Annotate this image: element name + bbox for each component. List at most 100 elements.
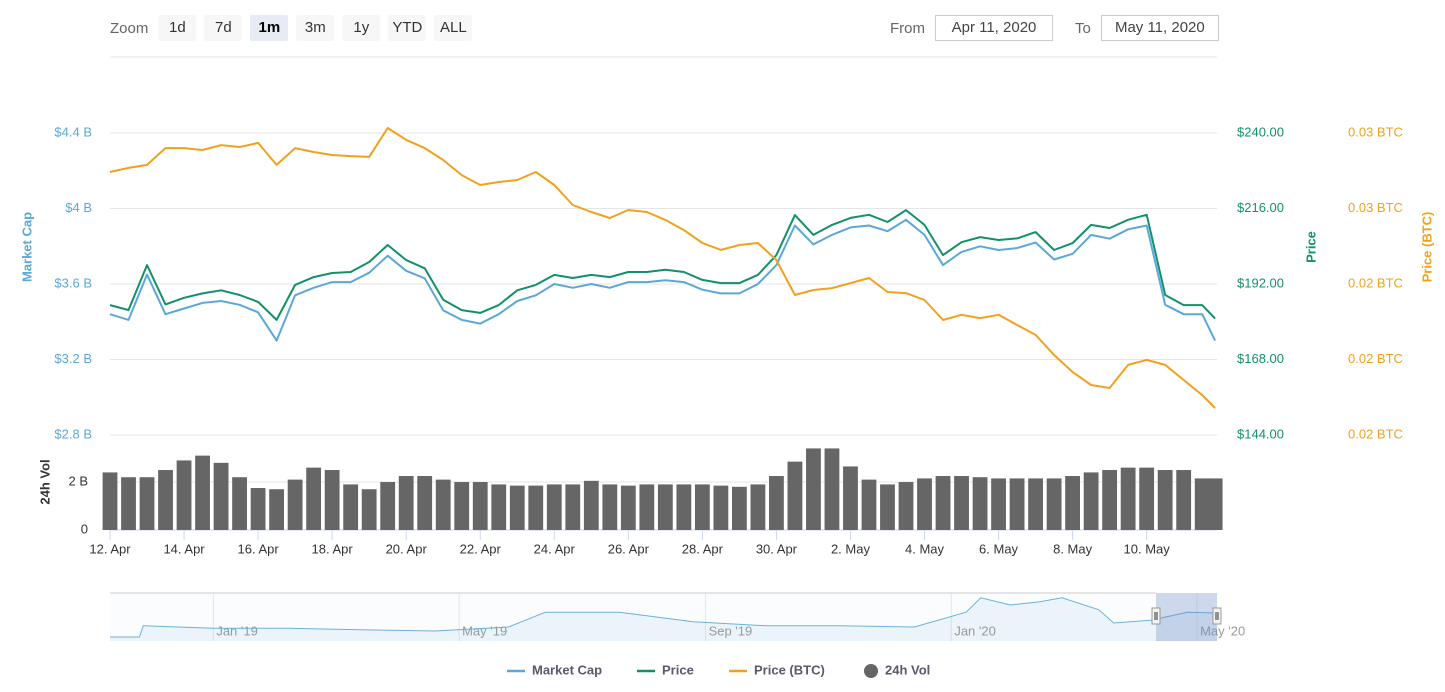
volume-bar bbox=[565, 484, 581, 530]
y-tick-label: $216.00 bbox=[1237, 200, 1284, 215]
volume-bar bbox=[1176, 470, 1192, 530]
volume-bar bbox=[602, 484, 618, 530]
volume-bar bbox=[324, 470, 340, 530]
legend-label: Price bbox=[662, 662, 694, 677]
series-line bbox=[109, 127, 1216, 409]
zoom-button[interactable]: YTD bbox=[388, 15, 427, 41]
volume-bar bbox=[991, 478, 1006, 530]
volume-bar bbox=[287, 479, 303, 530]
axis-title: Market Cap bbox=[19, 212, 34, 282]
y-tick-label: $2.8 B bbox=[54, 426, 92, 441]
volume-bar bbox=[269, 489, 285, 530]
volume-bar bbox=[1120, 467, 1136, 530]
y-tick-label: $240.00 bbox=[1237, 124, 1284, 139]
navigator-tick-label: Sep '19 bbox=[709, 623, 753, 638]
volume-bar bbox=[694, 484, 710, 530]
volume-bar bbox=[806, 448, 821, 530]
volume-bar bbox=[213, 462, 229, 530]
volume-bar bbox=[232, 477, 247, 530]
legend-label: Price (BTC) bbox=[754, 662, 825, 677]
y-tick-label: 2 B bbox=[68, 473, 88, 488]
y-tick-label: 0.03 BTC bbox=[1348, 200, 1403, 215]
axis-title: Price (BTC) bbox=[1419, 212, 1434, 283]
navigator-bg bbox=[110, 593, 1217, 641]
legend-item[interactable]: Market Cap bbox=[507, 662, 602, 677]
zoom-button[interactable]: ALL bbox=[434, 15, 473, 41]
date-range: From Apr 11, 2020 To May 11, 2020 bbox=[890, 14, 1219, 42]
volume-bar bbox=[491, 484, 507, 530]
navigator-handle[interactable] bbox=[1151, 607, 1161, 625]
volume-bar bbox=[972, 477, 988, 530]
volume-bar bbox=[843, 466, 858, 530]
volume-bar bbox=[861, 479, 877, 530]
volume-bar bbox=[620, 485, 636, 530]
y-tick-label: 0.02 BTC bbox=[1348, 275, 1403, 290]
volume-bar bbox=[158, 470, 173, 530]
volume-bar bbox=[639, 484, 655, 530]
x-tick-label: 12. Apr bbox=[89, 541, 131, 556]
volume-bar bbox=[195, 455, 210, 530]
x-tick-label: 28. Apr bbox=[682, 541, 724, 556]
y-tick-label: 0.03 BTC bbox=[1348, 124, 1403, 139]
volume-bar bbox=[787, 461, 803, 530]
navigator-selection[interactable] bbox=[1156, 593, 1217, 641]
volume-bar bbox=[1065, 476, 1081, 530]
volume-bar bbox=[1139, 467, 1155, 530]
legend-item[interactable]: Price (BTC) bbox=[729, 662, 825, 677]
volume-bar bbox=[657, 484, 673, 530]
series-line bbox=[109, 218, 1216, 342]
volume-bar bbox=[824, 448, 840, 530]
volume-bar bbox=[380, 482, 396, 530]
volume-bar bbox=[250, 488, 266, 530]
y-tick-label: 0.02 BTC bbox=[1348, 426, 1403, 441]
range-selector: Zoom 1d 7d 1m 3m 1y YTD ALL bbox=[110, 14, 480, 42]
zoom-button[interactable]: 7d bbox=[204, 15, 243, 41]
axis-title: 24h Vol bbox=[37, 459, 52, 504]
volume-bar bbox=[880, 484, 895, 530]
volume-bar bbox=[750, 484, 766, 530]
volume-bar bbox=[954, 476, 969, 530]
zoom-button[interactable]: 1d bbox=[158, 15, 197, 41]
volume-bar bbox=[1157, 470, 1173, 530]
x-tick-label: 16. Apr bbox=[237, 541, 279, 556]
volume-bar bbox=[1102, 470, 1118, 530]
legend-label: Market Cap bbox=[532, 662, 602, 677]
to-input[interactable]: May 11, 2020 bbox=[1100, 15, 1219, 41]
series-line bbox=[109, 209, 1216, 321]
navigator-tick-label: May '20 bbox=[1200, 623, 1245, 638]
volume-bar bbox=[139, 477, 155, 530]
zoom-button[interactable]: 1m bbox=[250, 15, 289, 41]
x-tick-label: 10. May bbox=[1124, 541, 1171, 556]
axis-title: Price bbox=[1303, 231, 1318, 263]
navigator-area bbox=[110, 597, 1217, 641]
volume-bar bbox=[417, 476, 433, 530]
y-tick-label: 0 bbox=[81, 521, 88, 536]
volume-bar bbox=[435, 479, 451, 530]
volume-bar bbox=[509, 485, 525, 530]
volume-bar bbox=[1009, 478, 1025, 530]
x-tick-label: 30. Apr bbox=[756, 541, 798, 556]
volume-bar bbox=[528, 485, 544, 530]
volume-bar bbox=[769, 476, 784, 530]
volume-bar bbox=[306, 467, 322, 530]
volume-bar bbox=[343, 484, 359, 530]
volume-bar bbox=[1046, 478, 1062, 530]
from-input[interactable]: Apr 11, 2020 bbox=[935, 15, 1053, 41]
navigator-handle[interactable] bbox=[1212, 607, 1222, 625]
volume-bar bbox=[713, 485, 729, 530]
zoom-button[interactable]: 3m bbox=[296, 15, 335, 41]
from-label: From bbox=[890, 19, 925, 37]
legend-item[interactable]: Price bbox=[637, 662, 694, 677]
zoom-button[interactable]: 1y bbox=[342, 15, 381, 41]
volume-bar bbox=[731, 486, 747, 530]
volume-bar bbox=[583, 480, 599, 530]
y-tick-label: $3.2 B bbox=[54, 351, 92, 366]
legend-item[interactable]: 24h Vol bbox=[864, 662, 930, 678]
x-tick-label: 2. May bbox=[831, 541, 871, 556]
y-tick-label: $4.4 B bbox=[54, 124, 92, 139]
volume-bar bbox=[676, 484, 692, 530]
volume-bar bbox=[472, 482, 488, 530]
y-tick-label: $3.6 B bbox=[54, 275, 92, 290]
volume-bar bbox=[121, 477, 136, 530]
